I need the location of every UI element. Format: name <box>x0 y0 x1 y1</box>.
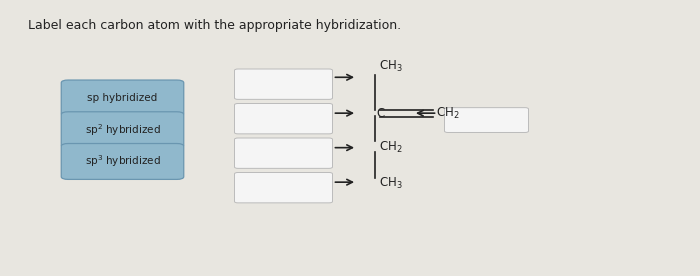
Text: sp$^2$ hybridized: sp$^2$ hybridized <box>85 122 160 138</box>
Text: CH$_2$: CH$_2$ <box>436 106 460 121</box>
FancyBboxPatch shape <box>234 172 332 203</box>
Text: Label each carbon atom with the appropriate hybridization.: Label each carbon atom with the appropri… <box>28 19 401 32</box>
Text: CH$_3$: CH$_3$ <box>379 59 402 74</box>
Text: CH$_3$: CH$_3$ <box>379 176 402 191</box>
FancyBboxPatch shape <box>234 104 332 134</box>
Text: C: C <box>377 107 385 120</box>
Text: CH$_2$: CH$_2$ <box>379 140 402 155</box>
FancyBboxPatch shape <box>444 108 528 132</box>
FancyBboxPatch shape <box>234 138 332 168</box>
FancyBboxPatch shape <box>62 144 183 179</box>
FancyBboxPatch shape <box>234 69 332 99</box>
Text: sp$^3$ hybridized: sp$^3$ hybridized <box>85 153 160 169</box>
Text: sp hybridized: sp hybridized <box>88 93 158 103</box>
FancyBboxPatch shape <box>62 80 183 116</box>
FancyBboxPatch shape <box>62 112 183 148</box>
